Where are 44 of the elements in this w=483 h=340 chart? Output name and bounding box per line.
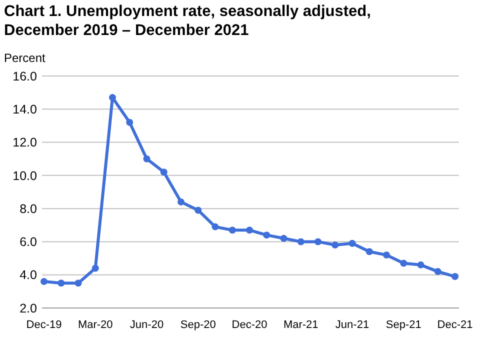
y-tick-label: 12.0	[12, 136, 38, 150]
y-axis-title: Percent	[4, 51, 46, 65]
y-tick-label: 8.0	[20, 202, 38, 216]
point	[40, 278, 48, 285]
x-tick-label: Sep-20	[180, 319, 216, 331]
point	[417, 261, 424, 268]
point	[92, 264, 99, 272]
point	[400, 260, 408, 267]
point	[178, 198, 184, 206]
point	[332, 242, 339, 249]
point	[246, 226, 253, 234]
point	[160, 168, 168, 176]
y-tick-label: 2.0	[20, 301, 38, 316]
chart-title: Chart 1. Unemployment rate, seasonally adjusted, December 2019 – December 2021	[4, 3, 371, 39]
point	[280, 234, 288, 242]
x-tick-label: Mar-21	[283, 319, 318, 331]
x-tick-label: Mar-20	[78, 319, 113, 331]
point	[228, 226, 236, 234]
x-tick-label: Dec-21	[437, 319, 473, 331]
y-tick-label: 4.0	[20, 268, 38, 282]
point	[263, 232, 270, 239]
point	[194, 206, 202, 214]
x-tick-label: Dec-20	[232, 319, 268, 331]
point	[366, 248, 373, 256]
point	[314, 238, 322, 246]
x-tick-label: Dec-19	[26, 319, 62, 331]
point	[348, 240, 356, 247]
point	[297, 238, 304, 246]
y-tick-label: 10.0	[12, 168, 38, 183]
point	[126, 118, 134, 126]
point	[212, 223, 219, 230]
x-tick-label: Sep-21	[386, 319, 422, 331]
point	[58, 280, 65, 287]
y-tick-label: 16.0	[12, 69, 38, 84]
point	[74, 280, 82, 287]
x-tick-label: Jun-20	[130, 319, 164, 331]
point	[434, 268, 442, 276]
y-tick-label: 6.0	[20, 235, 38, 250]
point	[452, 273, 458, 280]
point	[383, 251, 390, 258]
point	[109, 94, 116, 102]
point	[143, 155, 150, 162]
y-tick-label: 14.0	[12, 102, 38, 117]
x-tick-label: Jun-21	[335, 319, 370, 331]
